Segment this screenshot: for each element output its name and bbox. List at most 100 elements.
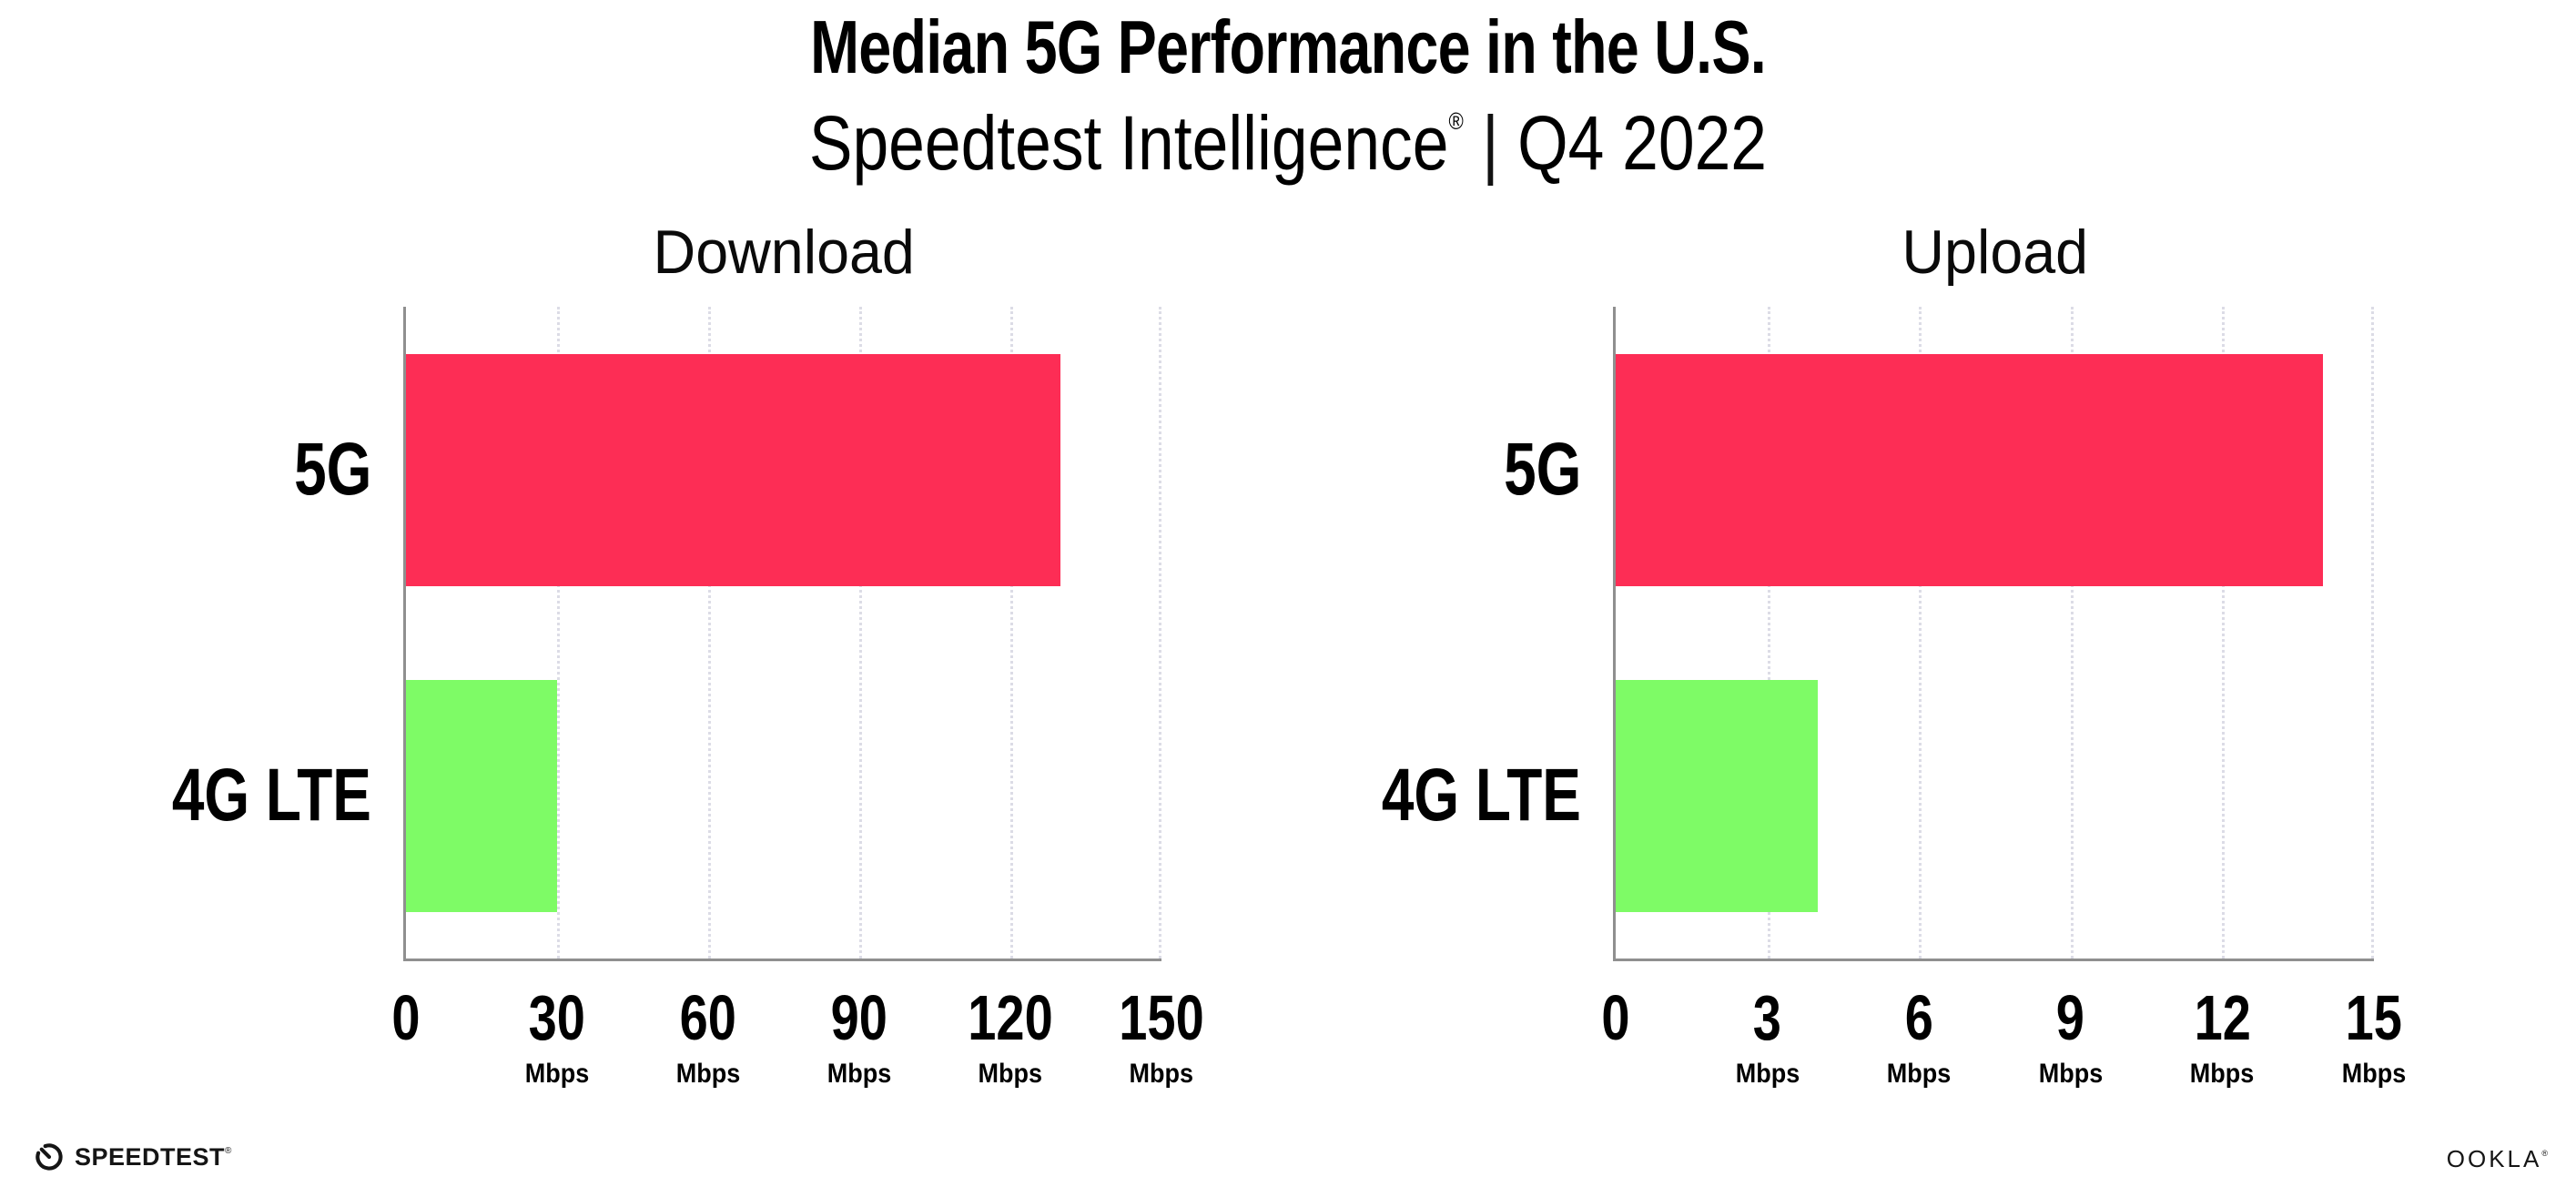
tick-value: 3 xyxy=(1731,986,1802,1050)
ookla-logo: OOKLA® xyxy=(2446,1145,2548,1172)
gridline xyxy=(2371,307,2374,959)
tick-unit: Mbps xyxy=(1731,1060,1802,1088)
category-label: 4G LTE xyxy=(116,758,406,833)
category-label-text: 4G LTE xyxy=(1381,754,1581,837)
gridline xyxy=(708,307,711,959)
bar-5g-download xyxy=(406,353,1061,586)
chart-title: Download xyxy=(406,221,1161,307)
tick-value: 150 xyxy=(1109,986,1215,1050)
tick-unit-text: Mbps xyxy=(2038,1059,2104,1089)
tick-value-text: 90 xyxy=(830,982,888,1053)
tick-value: 30 xyxy=(522,986,593,1050)
tick-unit: Mbps xyxy=(824,1060,895,1088)
registered-trademark-mark: ® xyxy=(1448,107,1464,135)
tick-value-text: 15 xyxy=(2345,982,2403,1053)
gridline xyxy=(1919,307,1922,959)
ookla-registered-mark: ® xyxy=(2541,1149,2548,1158)
category-label-text: 5G xyxy=(293,428,371,511)
speedtest-registered-mark: ® xyxy=(225,1145,232,1156)
tick-unit: Mbps xyxy=(958,1060,1064,1088)
gridline xyxy=(2222,307,2226,959)
tick-unit-text: Mbps xyxy=(2190,1059,2255,1089)
x-axis-tick: 12 Mbps xyxy=(2186,959,2257,1088)
tick-value: 90 xyxy=(824,986,895,1050)
tick-value-text: 150 xyxy=(1119,982,1204,1053)
tick-unit-text: Mbps xyxy=(1886,1059,1952,1089)
tick-value: 6 xyxy=(1883,986,1954,1050)
subtitle-divider: | xyxy=(1482,100,1499,186)
gridline xyxy=(1767,307,1770,959)
tick-unit-text: Mbps xyxy=(827,1059,892,1089)
tick-value: 0 xyxy=(389,986,424,1050)
x-axis-tick: 0 xyxy=(389,959,424,1050)
tick-unit: Mbps xyxy=(1109,1060,1215,1088)
speedtest-gauge-icon xyxy=(35,1143,63,1171)
tick-unit: Mbps xyxy=(1883,1060,1954,1088)
header: Median 5G Performance in the U.S. Speedt… xyxy=(0,9,2576,181)
bar-4g-lte-upload xyxy=(1616,679,1819,912)
tick-value-text: 6 xyxy=(1904,982,1933,1053)
category-label-text: 4G LTE xyxy=(171,754,371,837)
x-axis-tick: 120 Mbps xyxy=(958,959,1064,1088)
x-axis-tick: 6 Mbps xyxy=(1883,959,1954,1088)
tick-value-text: 3 xyxy=(1753,982,1782,1053)
x-axis-tick: 90 Mbps xyxy=(824,959,895,1088)
bar-5g-upload xyxy=(1616,353,2324,586)
tick-unit-text: Mbps xyxy=(1129,1059,1194,1089)
tick-value-text: 0 xyxy=(391,982,421,1053)
gridline xyxy=(1010,307,1013,959)
chart-title: Upload xyxy=(1616,221,2374,307)
x-axis-tick: 150 Mbps xyxy=(1109,959,1215,1088)
speedtest-logo: SPEEDTEST® xyxy=(33,1141,232,1173)
tick-value: 60 xyxy=(673,986,744,1050)
x-axis-tick: 15 Mbps xyxy=(2338,959,2409,1088)
tick-value-text: 0 xyxy=(1601,982,1630,1053)
tick-unit: Mbps xyxy=(522,1060,593,1088)
page-title-text: Median 5G Performance in the U.S. xyxy=(810,5,1767,89)
subtitle-brand: Speedtest Intelligence xyxy=(808,100,1449,186)
category-label: 5G xyxy=(272,432,406,507)
category-label: 5G xyxy=(1482,432,1616,507)
tick-value: 12 xyxy=(2186,986,2257,1050)
page-title: Median 5G Performance in the U.S. xyxy=(0,9,2576,85)
tick-value-text: 60 xyxy=(679,982,737,1053)
x-axis-tick: 30 Mbps xyxy=(522,959,593,1088)
tick-value-text: 12 xyxy=(2194,982,2251,1053)
gridline xyxy=(2070,307,2074,959)
tick-value-text: 30 xyxy=(528,982,586,1053)
gridline xyxy=(1159,307,1161,959)
tick-value: 9 xyxy=(2035,986,2106,1050)
tick-unit-text: Mbps xyxy=(978,1059,1043,1089)
tick-value: 15 xyxy=(2338,986,2409,1050)
page-subtitle: Speedtest Intelligence® | Q4 2022 xyxy=(0,105,2576,181)
speedtest-wordmark: SPEEDTEST® xyxy=(75,1142,232,1171)
gridline xyxy=(859,307,862,959)
bar-4g-lte-download xyxy=(406,679,557,912)
tick-unit: Mbps xyxy=(2338,1060,2409,1088)
chart-title-text: Download xyxy=(653,218,915,287)
chart-title-text: Upload xyxy=(1902,218,2088,287)
gridline xyxy=(557,307,560,959)
tick-unit: Mbps xyxy=(2035,1060,2106,1088)
tick-unit-text: Mbps xyxy=(524,1059,590,1089)
tick-unit-text: Mbps xyxy=(675,1059,741,1089)
category-label-text: 5G xyxy=(1503,428,1581,511)
tick-value-text: 120 xyxy=(968,982,1053,1053)
tick-unit: Mbps xyxy=(2186,1060,2257,1088)
tick-value-text: 9 xyxy=(2056,982,2085,1053)
x-axis-tick: 60 Mbps xyxy=(673,959,744,1088)
page-subtitle-text: Speedtest Intelligence® | Q4 2022 xyxy=(809,105,1767,181)
chart-download: Download 5G 4G LTE 0 30 Mbps 60 Mbps 90 Mbps 120 Mb… xyxy=(172,221,1204,1088)
tick-unit-text: Mbps xyxy=(2341,1059,2407,1089)
tick-unit-text: Mbps xyxy=(1735,1059,1800,1089)
x-axis-tick: 9 Mbps xyxy=(2035,959,2106,1088)
x-axis-tick: 0 xyxy=(1598,959,1634,1050)
tick-unit: Mbps xyxy=(673,1060,744,1088)
tick-value: 120 xyxy=(958,986,1064,1050)
x-axis-tick: 3 Mbps xyxy=(1731,959,1802,1088)
chart-upload: Upload 5G 4G LTE 0 3 Mbps 6 Mbps 9 Mbps 12 Mbps 15 Mb… xyxy=(1382,221,2406,1088)
tick-value: 0 xyxy=(1598,986,1634,1050)
subtitle-period: Q4 2022 xyxy=(1517,100,1768,186)
category-label: 4G LTE xyxy=(1325,758,1616,833)
